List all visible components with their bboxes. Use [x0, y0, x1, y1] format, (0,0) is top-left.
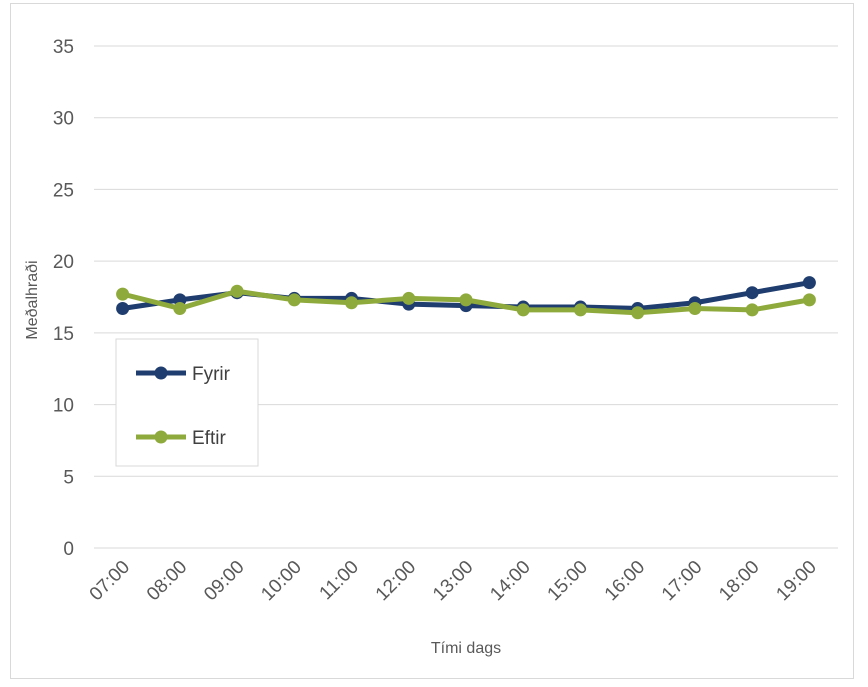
- y-axis-ticks: 0 5 10 15 20 25 30 35: [53, 37, 74, 560]
- point-fyrir: [745, 286, 759, 300]
- x-tick-label: 17:00: [658, 557, 706, 605]
- y-tick-label: 30: [53, 109, 74, 130]
- gridlines: [94, 45, 838, 549]
- x-tick-label: 11:00: [316, 557, 363, 604]
- point-eftir: [459, 293, 473, 307]
- x-tick-label: 18:00: [715, 557, 763, 605]
- legend-marker-fyrir: [154, 366, 168, 380]
- x-tick-label: 13:00: [429, 557, 477, 605]
- point-eftir: [802, 293, 816, 307]
- point-eftir: [402, 291, 416, 305]
- x-tick-label: 10:00: [257, 557, 305, 605]
- point-eftir: [745, 303, 759, 317]
- point-eftir: [116, 287, 130, 301]
- point-eftir: [173, 301, 187, 315]
- y-tick-label: 35: [53, 37, 74, 58]
- y-tick-label: 0: [63, 539, 74, 560]
- legend-marker-eftir: [154, 430, 168, 444]
- series-group: [116, 276, 816, 320]
- x-tick-label: 16:00: [601, 557, 649, 605]
- point-fyrir: [802, 276, 816, 290]
- legend-label-fyrir: Fyrir: [192, 364, 231, 385]
- legend-box: [115, 338, 259, 467]
- x-axis-label: Tími dags: [431, 640, 501, 657]
- x-tick-label: 15:00: [544, 557, 592, 605]
- x-tick-label: 08:00: [143, 557, 191, 605]
- x-tick-label: 19:00: [772, 557, 820, 605]
- y-tick-label: 25: [53, 180, 74, 201]
- x-axis-ticks: 07:00 08:00 09:00 10:00 11:00 12:00 13:00 14:00…: [86, 557, 821, 605]
- y-tick-label: 20: [53, 252, 74, 273]
- x-tick-label: 07:00: [86, 557, 134, 605]
- y-tick-label: 10: [53, 396, 74, 417]
- point-eftir: [573, 303, 587, 317]
- point-eftir: [516, 303, 530, 317]
- point-eftir: [688, 301, 702, 315]
- y-axis-label: Meðalhraði: [24, 260, 41, 339]
- point-eftir: [230, 284, 244, 298]
- point-fyrir: [116, 301, 130, 315]
- y-tick-label: 5: [63, 467, 74, 488]
- point-eftir: [631, 306, 645, 320]
- legend-label-eftir: Eftir: [192, 428, 226, 449]
- legend: Fyrir Eftir: [115, 338, 259, 467]
- point-eftir: [345, 296, 359, 310]
- x-tick-label: 14:00: [486, 557, 534, 605]
- point-eftir: [287, 293, 301, 307]
- y-tick-label: 15: [53, 324, 74, 345]
- x-tick-label: 09:00: [200, 557, 248, 605]
- x-tick-label: 12:00: [372, 557, 420, 605]
